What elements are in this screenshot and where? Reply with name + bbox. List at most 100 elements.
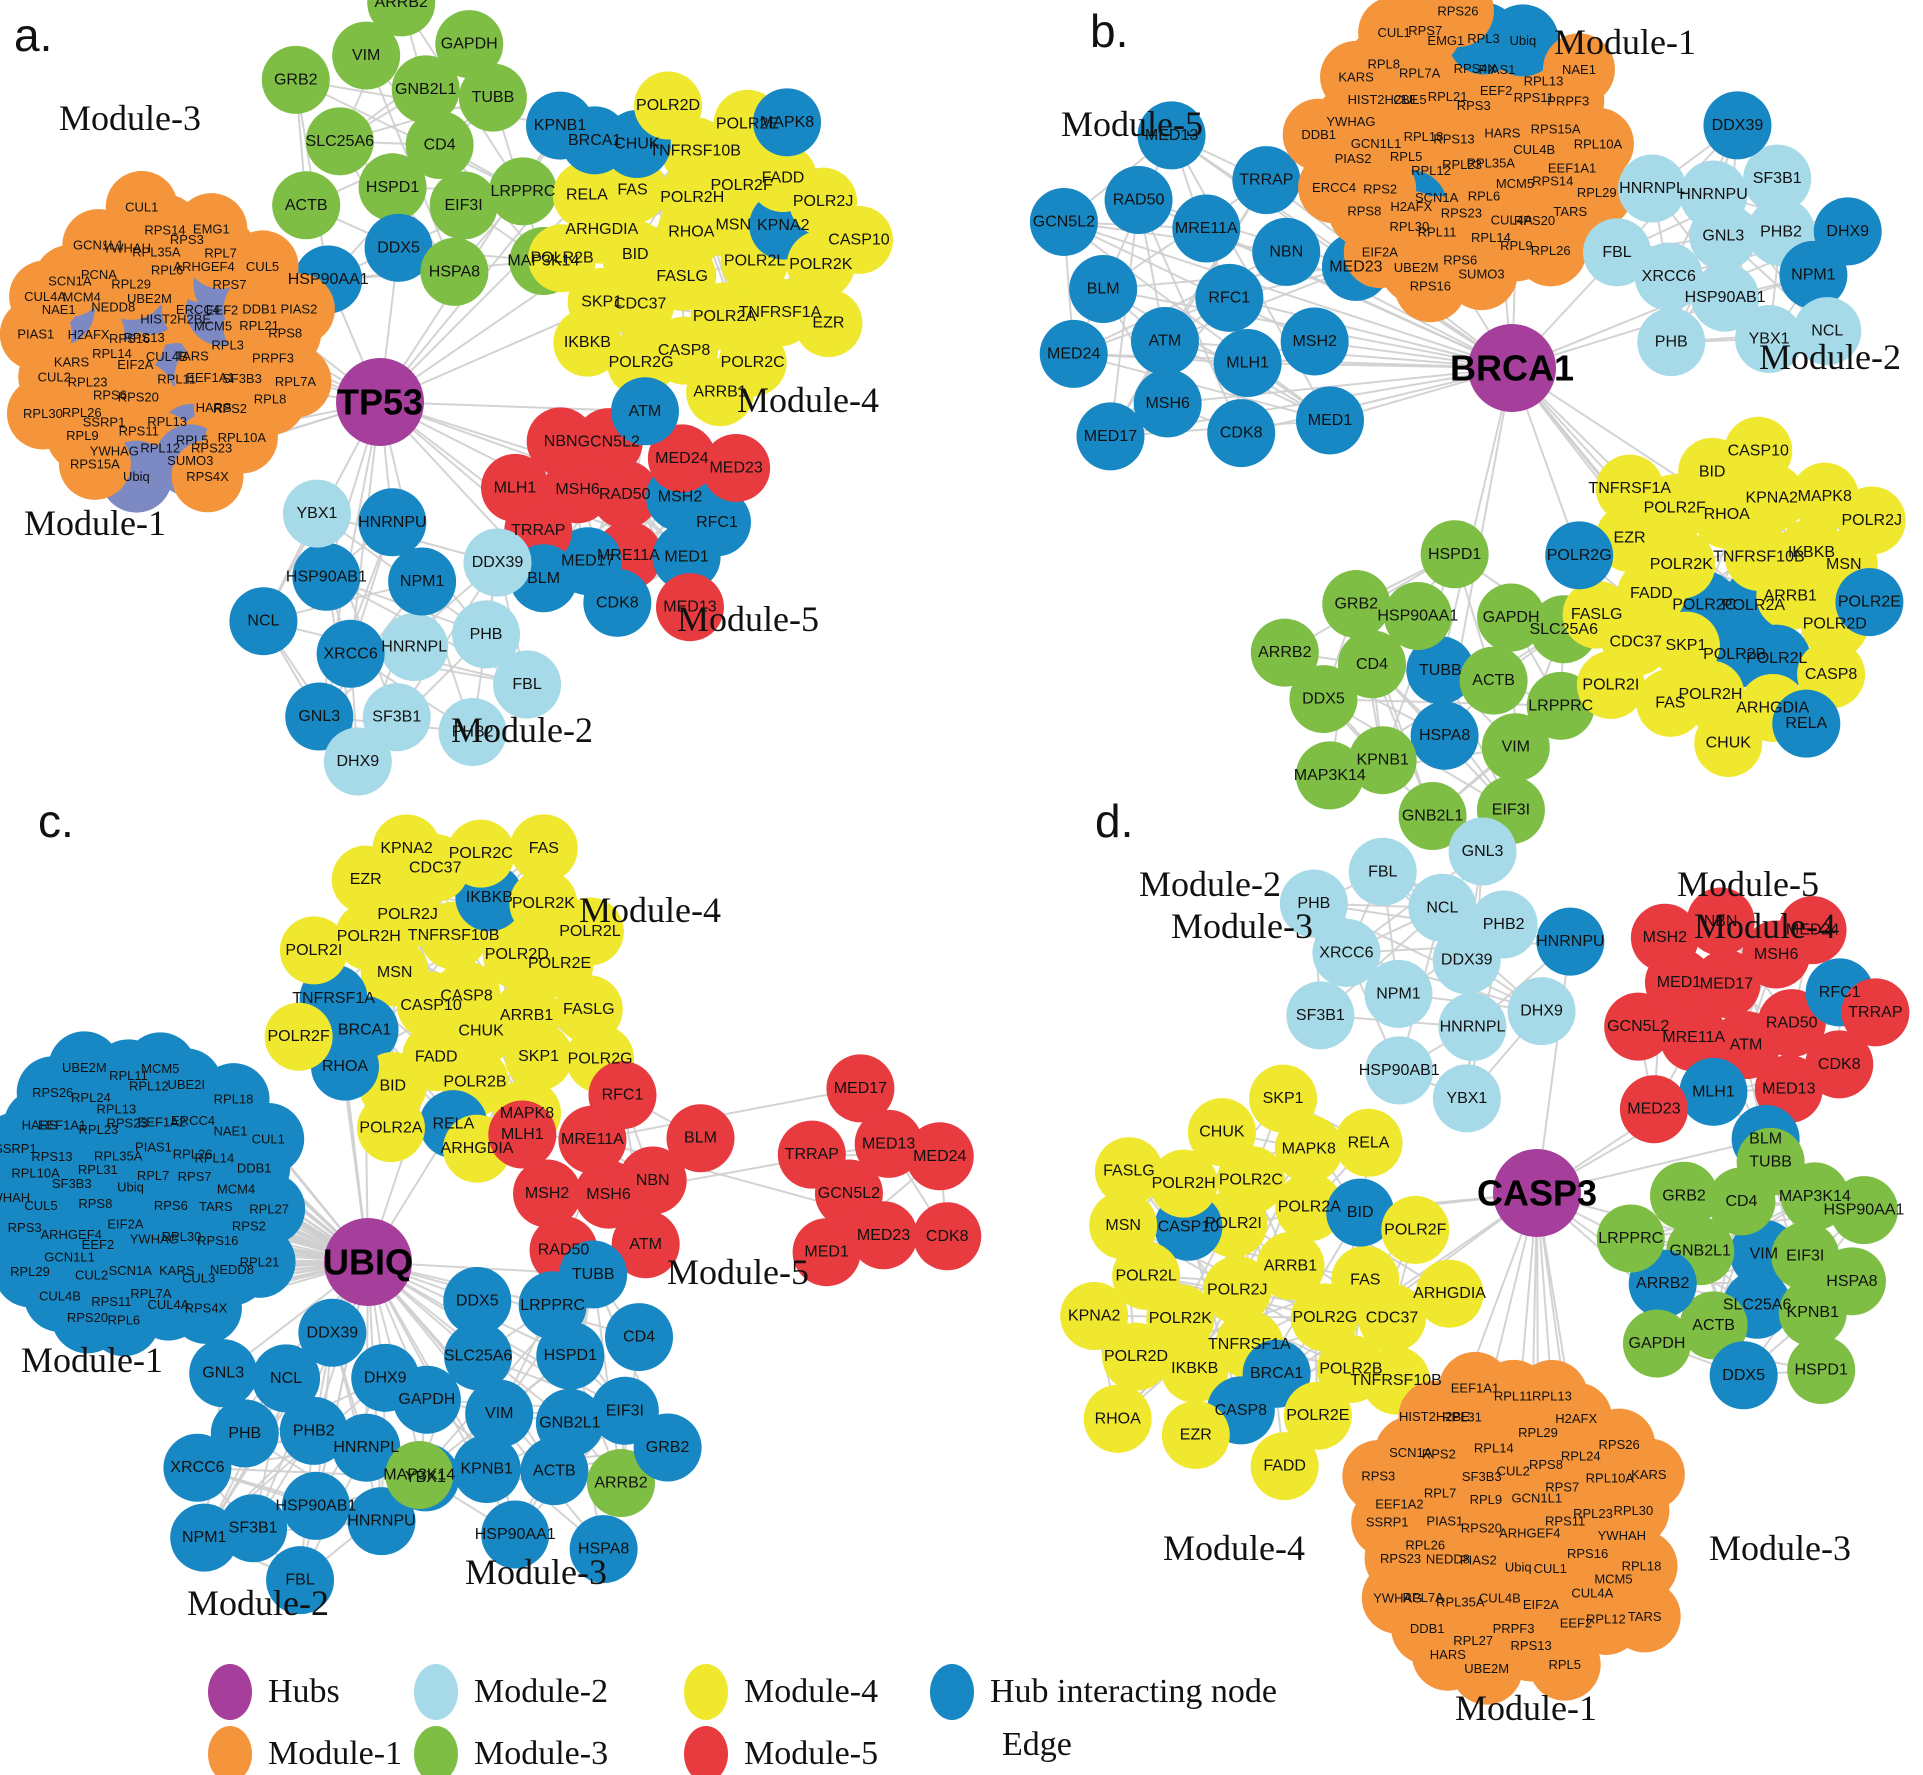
node-label-tubb: TUBB — [1749, 1153, 1792, 1170]
node-label-rpl35a: RPL35A — [94, 1148, 143, 1163]
node-label-rpl8: RPL8 — [1367, 56, 1400, 71]
node-label-msn: MSN — [1826, 556, 1862, 573]
node-label-faslg: FASLG — [1571, 606, 1623, 623]
node-mapk8 — [753, 88, 822, 157]
node-label-blm: BLM — [1749, 1130, 1782, 1147]
node-label-polr2a: POLR2A — [1278, 1199, 1341, 1216]
node-label-kars: KARS — [1338, 69, 1374, 84]
node-rfc1 — [1195, 263, 1264, 332]
node-label-cul1: CUL1 — [1534, 1561, 1567, 1576]
node-ybx1 — [1432, 1064, 1501, 1133]
node-slc25a6 — [444, 1322, 513, 1391]
node-dhx9 — [1813, 197, 1882, 266]
node-label-arhgdia: ARHGDIA — [565, 221, 638, 238]
node-label-rps4x: RPS4X — [185, 1300, 228, 1315]
node-label-rps16: RPS16 — [1410, 279, 1451, 294]
node-tubb — [458, 63, 527, 132]
node-label-rad50: RAD50 — [1766, 1015, 1818, 1032]
node-label-rps6: RPS6 — [154, 1198, 188, 1213]
module-label-d--module-5: Module-5 — [1677, 864, 1819, 904]
node-label-rpl5: RPL5 — [1390, 149, 1423, 164]
node-sf3b1 — [1286, 981, 1355, 1050]
node-label-map3k14: MAP3K14 — [1294, 767, 1366, 784]
node-rela — [1772, 689, 1841, 758]
node-polr2a — [1275, 1173, 1344, 1242]
node-label-hnrnpu: HNRNPU — [1679, 186, 1747, 203]
node-label-gnb2l1: GNB2L1 — [1402, 808, 1463, 825]
node-hnrnpl — [1438, 992, 1507, 1061]
module-label-d--module-4: Module-4 — [1163, 1528, 1305, 1568]
node-label-mlh1: MLH1 — [501, 1126, 544, 1143]
node-label-rps7: RPS7 — [178, 1169, 212, 1184]
node-label-rps3: RPS3 — [170, 232, 204, 247]
node-label-gapdh: GAPDH — [441, 36, 498, 53]
node-label-mre11a: MRE11A — [597, 547, 660, 564]
node-gnl3 — [189, 1339, 258, 1408]
node-vim — [332, 21, 401, 90]
node-tubb — [1406, 636, 1475, 705]
node-label-rpl29: RPL29 — [10, 1264, 50, 1279]
node-ywhag — [1361, 1561, 1434, 1634]
node-label-hars: HARS — [1484, 125, 1520, 140]
node-polr2c — [446, 819, 515, 888]
node-hsp90aa1 — [1383, 582, 1452, 651]
node-label-rpl12: RPL12 — [129, 1078, 169, 1093]
node-med24 — [647, 424, 716, 493]
node-label-rpl31: RPL31 — [78, 1162, 118, 1177]
node-label-cul1: CUL1 — [252, 1131, 285, 1146]
node-label-kpna2: KPNA2 — [757, 217, 810, 234]
node-brca1 — [560, 106, 629, 175]
node-vim — [1481, 713, 1550, 782]
node-label-arhgdia: ARHGDIA — [441, 1140, 514, 1157]
node-label-hnrnpl: HNRNPL — [333, 1439, 399, 1456]
node-label-cdk8: CDK8 — [1220, 425, 1263, 442]
node-faslg — [1094, 1137, 1163, 1206]
node-cdk8 — [1207, 399, 1276, 468]
node-label-cdk8: CDK8 — [596, 594, 639, 611]
node-rpl13 — [1515, 1359, 1588, 1432]
node-label-polr2b: POLR2B — [443, 1074, 506, 1091]
module-label-d--module-1: Module-1 — [1455, 1688, 1597, 1728]
node-label-polr2d: POLR2D — [636, 97, 700, 114]
node-label-rpl18: RPL18 — [1404, 129, 1444, 144]
node-label-phb: PHB — [228, 1425, 261, 1442]
node-label-med13: MED13 — [862, 1135, 915, 1152]
hub-node-ubiq — [324, 1218, 412, 1306]
node-label-rps7: RPS7 — [1545, 1479, 1579, 1494]
node-label-nbn: NBN — [636, 1172, 670, 1189]
node-label-mlh1: MLH1 — [1692, 1083, 1735, 1100]
node-label-casp10: CASP10 — [1728, 442, 1789, 459]
node-tnfrsf1a — [1595, 454, 1664, 523]
node-label-kpnb1: KPNB1 — [534, 117, 587, 134]
hub-label-tp53: TP53 — [337, 382, 423, 423]
node-label-rps7: RPS7 — [212, 277, 246, 292]
node-rpl21 — [223, 1225, 296, 1298]
node-kars — [1612, 1438, 1685, 1511]
node-label-map3k14: MAP3K14 — [383, 1467, 455, 1484]
node-label-rpl7a: RPL7A — [1403, 1590, 1445, 1605]
node-label-rpl30: RPL30 — [23, 406, 63, 421]
node-med17 — [826, 1054, 895, 1123]
node-label-cul4a: CUL4A — [24, 289, 66, 304]
node-label-hsp90aa1: HSP90AA1 — [1377, 608, 1458, 625]
node-label-actb: ACTB — [1472, 672, 1515, 689]
node-phb2 — [438, 698, 507, 767]
node-label-rpl21: RPL21 — [240, 1254, 280, 1269]
node-label-polr2a: POLR2A — [359, 1120, 422, 1137]
node-label-rela: RELA — [1785, 715, 1827, 732]
node-label-phb2: PHB2 — [1483, 916, 1525, 933]
node-label-rps13: RPS13 — [1511, 1638, 1552, 1653]
node-label-ddx5: DDX5 — [1722, 1367, 1765, 1384]
module-label-b--module-4: Module-4 — [1694, 906, 1836, 946]
node-label-cdc37: CDC37 — [1610, 634, 1663, 651]
node-label-polr2g: POLR2G — [1547, 547, 1612, 564]
node-label-fadd: FADD — [762, 170, 805, 187]
node-label-h2afx: H2AFX — [68, 327, 110, 342]
node-label-mcm4: MCM4 — [217, 1182, 255, 1197]
node-cd4 — [405, 110, 474, 179]
node-label-rps23: RPS23 — [1380, 1551, 1421, 1566]
module-label-c--module-3: Module-3 — [465, 1552, 607, 1592]
node-label-h2afx: H2AFX — [1390, 199, 1432, 214]
node-label-hnrnpl: HNRNPL — [1619, 180, 1685, 197]
node-gapdh — [1477, 583, 1546, 652]
